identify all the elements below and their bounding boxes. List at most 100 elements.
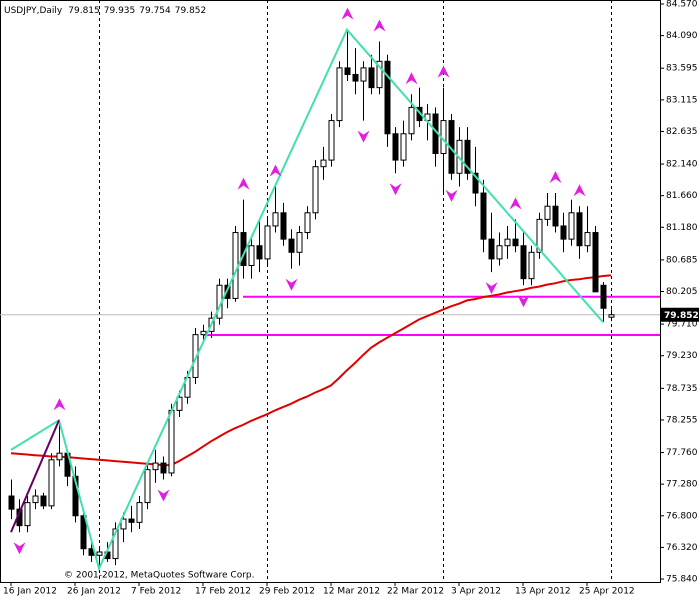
moving-average xyxy=(10,274,612,467)
x-tick-label: 29 Feb 2012 xyxy=(259,587,315,597)
y-tick-label: 77.760 xyxy=(666,448,698,458)
fractal-up xyxy=(573,184,586,197)
candle-body xyxy=(512,238,519,247)
y-tick-label: 82.635 xyxy=(666,127,698,137)
x-tick-label: 16 Jan 2012 xyxy=(3,587,57,597)
fractal-up xyxy=(53,398,66,411)
candle-body xyxy=(464,139,471,174)
candle-body xyxy=(224,284,231,299)
x-tick-label: 13 Apr 2012 xyxy=(515,587,571,597)
x-tick-label: 7 Feb 2012 xyxy=(131,587,181,597)
candle-body xyxy=(560,225,567,240)
y-tick-label: 83.595 xyxy=(666,64,698,74)
candle-body xyxy=(272,212,279,227)
fractal-down xyxy=(157,489,170,502)
zigzag xyxy=(10,27,604,572)
y-tick-label: 76.800 xyxy=(666,511,698,521)
candle-body xyxy=(480,192,487,240)
candle-body xyxy=(392,133,399,161)
candle-body xyxy=(384,60,391,135)
candle-body xyxy=(600,284,607,309)
fractal-up xyxy=(373,19,386,32)
candle-body xyxy=(528,251,535,280)
candle-body xyxy=(552,205,559,227)
candle-body xyxy=(80,515,87,550)
candle-body xyxy=(312,166,319,214)
candle-body xyxy=(176,396,183,411)
candle-body xyxy=(520,245,527,280)
candle-body xyxy=(344,67,351,75)
fractal-down xyxy=(517,295,530,308)
candle-body xyxy=(128,518,135,523)
candle-body xyxy=(296,232,303,253)
candle-body xyxy=(376,60,383,89)
candle-body xyxy=(288,238,295,253)
y-tick-label: 81.660 xyxy=(666,191,698,201)
y-tick-label: 78.735 xyxy=(666,384,698,394)
candle-body xyxy=(72,475,79,517)
x-tick-label: 22 Mar 2012 xyxy=(387,587,444,597)
y-tick-label: 81.180 xyxy=(666,223,698,233)
fractal-down xyxy=(485,282,498,295)
candle-body xyxy=(248,245,255,266)
candle-body xyxy=(160,462,167,474)
fractal-down xyxy=(445,189,458,202)
x-tick-label: 12 Mar 2012 xyxy=(323,587,380,597)
last-close: 79.852 xyxy=(175,6,207,16)
fractal-down xyxy=(13,542,26,555)
fractal-up xyxy=(549,171,562,184)
fractal-up xyxy=(405,72,418,85)
last-high: 79.935 xyxy=(104,6,136,16)
candle-body xyxy=(8,495,15,510)
copyright: © 2001-2012, MetaQuotes Software Corp. xyxy=(64,571,255,581)
candle-body xyxy=(152,462,159,471)
candle-body xyxy=(48,459,55,507)
fractal-up xyxy=(269,164,282,177)
x-tick-label: 25 Apr 2012 xyxy=(579,587,635,597)
x-tick-label: 3 Apr 2012 xyxy=(451,587,501,597)
y-tick-label: 78.255 xyxy=(666,415,698,425)
candle-body xyxy=(488,238,495,260)
candle-body xyxy=(584,232,591,247)
candle-body xyxy=(608,314,615,318)
y-tick-label: 83.115 xyxy=(666,95,698,105)
y-tick-label: 79.230 xyxy=(666,351,698,361)
candle-body xyxy=(360,67,367,82)
header: USDJPY,Daily 79.815 79.935 79.754 79.852 xyxy=(4,6,206,16)
y-tick-label: 84.570 xyxy=(666,0,698,10)
candle-body xyxy=(120,518,127,530)
candle-body xyxy=(496,245,503,260)
candle-body xyxy=(408,106,415,135)
y-tick-label: 77.280 xyxy=(666,480,698,490)
x-tick-label: 26 Jan 2012 xyxy=(67,587,121,597)
candle-body xyxy=(40,495,47,507)
candle-body xyxy=(328,120,335,161)
y-tick-label: 79.710 xyxy=(666,320,698,330)
candle-body xyxy=(400,133,407,161)
candle-body xyxy=(472,172,479,194)
y-tick-label: 76.320 xyxy=(666,543,698,553)
candle-body xyxy=(24,502,31,527)
y-tick-label: 84.090 xyxy=(666,31,698,41)
fractal-up xyxy=(237,177,250,190)
fractal-down xyxy=(357,130,370,143)
candle-body xyxy=(200,330,207,336)
candle-body xyxy=(568,212,575,240)
fractal-up xyxy=(509,197,522,210)
fractal-down xyxy=(285,278,298,291)
candle-body xyxy=(280,212,287,240)
y-tick-label: 80.685 xyxy=(666,255,698,265)
candle-body xyxy=(536,218,543,253)
price-tag xyxy=(661,307,699,322)
candle-body xyxy=(592,232,599,293)
candle-body xyxy=(56,452,63,461)
last-open: 79.815 xyxy=(68,6,100,16)
candle-body xyxy=(336,67,343,122)
candle-body xyxy=(144,469,151,504)
candle-body xyxy=(168,409,175,474)
candle-body xyxy=(304,212,311,234)
candle-body xyxy=(136,502,143,523)
candle-body xyxy=(256,245,263,260)
